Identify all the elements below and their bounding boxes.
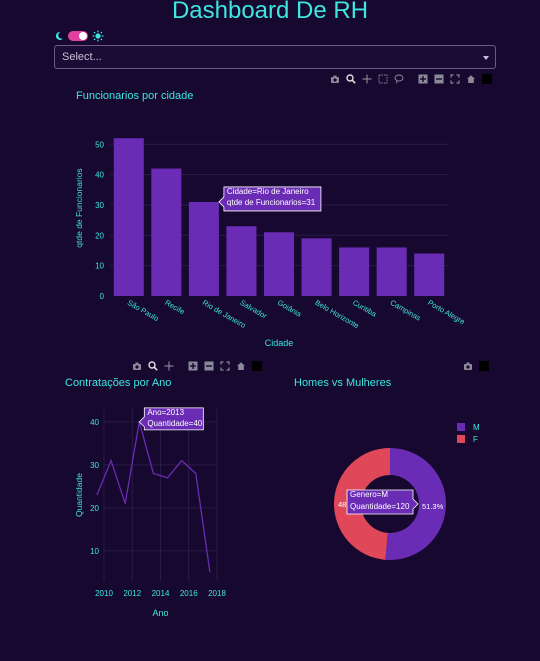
home-icon[interactable]	[466, 74, 476, 84]
plotly-logo-icon[interactable]	[252, 361, 262, 371]
x-tick-label: 2018	[208, 589, 226, 598]
bar	[226, 226, 257, 296]
x-tick-label: 2012	[123, 589, 141, 598]
tooltip-line: qtde de Funcionarios=31	[227, 198, 316, 207]
zoom-in-icon[interactable]	[418, 74, 428, 84]
x-axis-label: Cidade	[265, 338, 294, 348]
tooltip-box	[138, 407, 204, 431]
camera-icon[interactable]	[330, 74, 340, 84]
pie-chart: 51.3% 48. MF Genero=M Quantidade=120	[333, 423, 480, 560]
x-tick-label: Salvador	[238, 298, 269, 321]
zoom-icon[interactable]	[148, 361, 158, 371]
moon-icon	[55, 31, 63, 40]
theme-toggle-row	[54, 30, 104, 42]
theme-switch[interactable]	[68, 31, 88, 41]
slice-label: 48.	[338, 500, 348, 509]
bar	[301, 238, 332, 296]
zoom-out-icon[interactable]	[204, 361, 214, 371]
tooltip-box	[218, 186, 322, 212]
tooltip-line: Genero=M	[350, 490, 388, 499]
home-icon[interactable]	[236, 361, 246, 371]
pie-chart-title: Homes vs Mulheres	[294, 377, 392, 389]
y-tick-label: 50	[95, 140, 104, 149]
y-axis-label: Quantidade	[74, 473, 84, 517]
plotly-logo-icon[interactable]	[479, 361, 489, 371]
chevron-down-icon[interactable]	[483, 56, 489, 60]
x-tick-label: Goiânia	[276, 298, 304, 319]
switch-knob	[79, 32, 87, 40]
tooltip-line: Ano=2013	[147, 408, 184, 417]
tooltip-line: Quantidade=40	[147, 419, 202, 428]
plotly-logo-icon[interactable]	[482, 74, 492, 84]
series-line	[96, 421, 211, 573]
x-tick-label: Curitiba	[351, 298, 379, 319]
line-tooltip: Ano=2013 Quantidade=40	[138, 407, 204, 431]
tooltip-box	[346, 489, 419, 515]
y-axis-label: qtde de Funcionarios	[74, 168, 84, 247]
pie-slice	[385, 448, 446, 560]
pan-icon[interactable]	[164, 361, 174, 371]
autoscale-icon[interactable]	[450, 74, 460, 84]
y-tick-label: 10	[90, 547, 99, 556]
x-tick-label: 2014	[152, 589, 170, 598]
tooltip-line: Quantidade=120	[350, 502, 410, 511]
sun-icon	[92, 30, 104, 42]
dropdown-placeholder: Select...	[62, 51, 102, 63]
line-chart: 10 20 30 40 2010 2012 2014 2016 2018 Ano Quantidad…	[74, 407, 226, 618]
line-chart-modebar	[132, 361, 262, 371]
y-tick-label: 40	[90, 418, 99, 427]
zoom-icon[interactable]	[346, 74, 356, 84]
zoom-in-icon[interactable]	[188, 361, 198, 371]
page-title: Dashboard De RH	[171, 0, 369, 24]
bar-chart-modebar	[330, 74, 492, 84]
y-tick-label: 0	[100, 292, 105, 301]
camera-icon[interactable]	[463, 361, 473, 371]
bar	[376, 247, 407, 296]
y-tick-label: 30	[95, 201, 104, 210]
zoom-out-icon[interactable]	[434, 74, 444, 84]
slice-label: 51.3%	[422, 502, 444, 511]
bar	[414, 253, 445, 296]
pan-icon[interactable]	[362, 74, 372, 84]
bar	[113, 138, 144, 296]
legend-label: F	[473, 435, 478, 444]
bar-chart-title: Funcionarios por cidade	[76, 90, 194, 102]
bar-tooltip: Cidade=Rio de Janeiro qtde de Funcionario…	[218, 186, 322, 212]
y-tick-label: 20	[90, 504, 99, 513]
pie-slice	[333, 448, 390, 560]
bar	[151, 168, 182, 296]
x-tick-label: 2010	[95, 589, 113, 598]
camera-icon[interactable]	[132, 361, 142, 371]
x-tick-label: Porto Alegre	[426, 298, 466, 326]
legend-swatch	[457, 435, 465, 443]
line-chart-title: Contratações por Ano	[65, 377, 172, 389]
autoscale-icon[interactable]	[220, 361, 230, 371]
box-select-icon[interactable]	[378, 74, 388, 84]
y-tick-label: 20	[95, 231, 104, 240]
x-axis-label: Ano	[152, 608, 168, 618]
legend-swatch	[457, 423, 465, 431]
y-tick-label: 10	[95, 262, 104, 271]
x-tick-label: São Paulo	[126, 298, 160, 323]
legend-label: M	[473, 423, 480, 432]
lasso-icon[interactable]	[394, 74, 404, 84]
bar	[339, 247, 370, 296]
city-dropdown[interactable]: Select...	[54, 45, 496, 69]
pie-chart-modebar	[463, 361, 489, 371]
y-tick-label: 30	[90, 461, 99, 470]
bar	[188, 201, 219, 296]
tooltip-line: Cidade=Rio de Janeiro	[227, 187, 309, 196]
x-tick-label: 2016	[180, 589, 198, 598]
bar	[263, 232, 295, 296]
y-tick-label: 40	[95, 171, 104, 180]
pie-tooltip: Genero=M Quantidade=120	[346, 489, 419, 515]
x-tick-label: Recife	[163, 298, 186, 316]
x-tick-label: Campinas	[389, 298, 423, 323]
